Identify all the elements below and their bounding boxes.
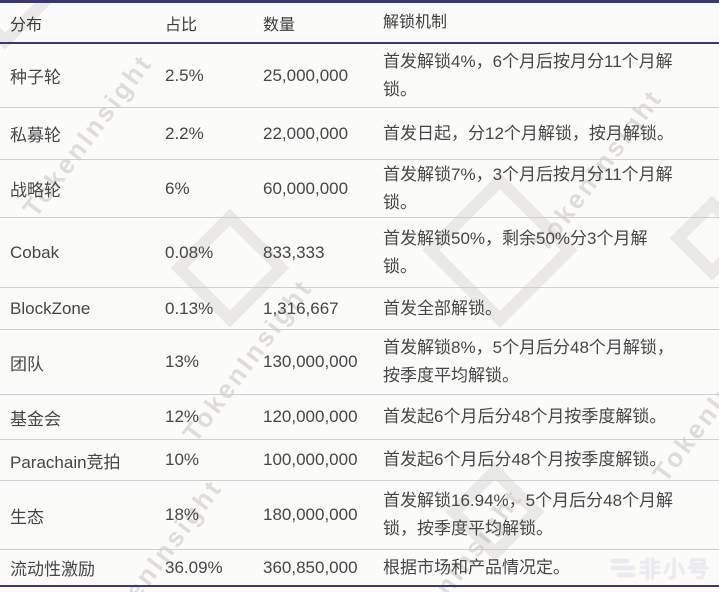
cell-ratio: 0.13%: [165, 298, 214, 318]
table-row: BlockZone 0.13% 1,316,667 首发全部解锁。: [0, 288, 719, 330]
cell-mechanism: 首发起6个月后分48个月按季度解锁。: [383, 407, 667, 426]
cell-amount: 1,316,667: [263, 298, 339, 318]
cell-distribution: BlockZone: [10, 298, 91, 318]
table-row: 生态 18% 180,000,000 首发解锁16.94%，5个月后分48个月解…: [0, 481, 719, 550]
cell-distribution: 种子轮: [10, 68, 61, 87]
table-header-row: 分布 占比 数量 解锁机制: [0, 3, 719, 44]
cell-ratio: 0.08%: [165, 242, 214, 262]
cell-mechanism: 首发解锁4%，6个月后按月分11个月解 锁。: [383, 51, 673, 99]
table-row: 团队 13% 130,000,000 首发解锁8%，5个月后分48个月解锁， 按…: [0, 330, 719, 395]
feixiaohao-logo-icon: [610, 559, 635, 577]
cell-ratio: 36.09%: [165, 557, 223, 577]
cell-distribution: 团队: [10, 354, 44, 374]
cell-amount: 60,000,000: [263, 178, 349, 198]
column-header-ratio: 占比: [165, 16, 198, 34]
cell-mechanism: 首发解锁16.94%，5个月后分48个月解 锁，按季度平均解锁。: [383, 491, 674, 538]
table-row: 种子轮 2.5% 25,000,000 首发解锁4%，6个月后按月分11个月解 …: [0, 44, 719, 108]
table-row: 流动性激励 36.09% 360,850,000 根据市场和产品情况定。: [0, 550, 719, 587]
cell-distribution: 战略轮: [10, 181, 61, 200]
cell-mechanism: 首发起6个月后分48个月按季度解锁。: [383, 450, 667, 469]
feixiaohao-logo-text: 非小号: [638, 557, 711, 582]
cell-mechanism: 首发全部解锁。: [383, 298, 502, 318]
cell-amount: 130,000,000: [263, 352, 358, 371]
cell-distribution: 流动性激励: [10, 560, 95, 579]
cell-distribution: 基金会: [10, 409, 61, 429]
cell-distribution: Cobak: [10, 242, 60, 262]
cell-mechanism: 首发解锁8%，5个月后分48个月解锁， 按季度平均解锁。: [383, 338, 674, 385]
cell-amount: 180,000,000: [263, 505, 358, 524]
table-row: 战略轮 6% 60,000,000 首发解锁7%，3个月后按月分11个月解 锁。: [0, 160, 719, 218]
cell-ratio: 10%: [165, 450, 200, 469]
table-row: Cobak 0.08% 833,333 首发解锁50%，剩余50%分3个月解 锁…: [0, 218, 719, 288]
cell-mechanism: 首发日起，分12个月解锁，按月解锁。: [383, 123, 674, 143]
cell-amount: 100,000,000: [263, 450, 358, 469]
cell-ratio: 18%: [165, 505, 200, 524]
column-header-distribution: 分布: [10, 16, 43, 34]
column-header-mechanism: 解锁机制: [383, 13, 448, 31]
cell-amount: 120,000,000: [263, 407, 358, 426]
table-row: 基金会 12% 120,000,000 首发起6个月后分48个月按季度解锁。: [0, 395, 719, 440]
cell-distribution: 私募轮: [10, 126, 61, 145]
cell-distribution: 生态: [10, 507, 44, 527]
cell-distribution: Parachain竞拍: [10, 452, 121, 472]
cell-ratio: 12%: [165, 407, 200, 426]
cell-amount: 833,333: [263, 242, 325, 262]
table-body: 种子轮 2.5% 25,000,000 首发解锁4%，6个月后按月分11个月解 …: [0, 44, 719, 587]
cell-mechanism: 首发解锁50%，剩余50%分3个月解 锁。: [383, 228, 648, 276]
cell-mechanism: 首发解锁7%，3个月后按月分11个月解 锁。: [383, 164, 673, 212]
cell-mechanism: 根据市场和产品情况定。: [383, 557, 570, 577]
table-row: Parachain竞拍 10% 100,000,000 首发起6个月后分48个月…: [0, 440, 719, 481]
cell-amount: 22,000,000: [263, 123, 349, 143]
cell-ratio: 6%: [165, 178, 190, 198]
table-row: 私募轮 2.2% 22,000,000 首发日起，分12个月解锁，按月解锁。: [0, 108, 719, 160]
column-header-amount: 数量: [263, 16, 296, 34]
cell-amount: 360,850,000: [263, 557, 358, 577]
cell-amount: 25,000,000: [263, 65, 349, 85]
cell-ratio: 2.2%: [165, 123, 204, 143]
cell-ratio: 2.5%: [165, 65, 204, 85]
feixiaohao-logo: 非小号: [610, 552, 711, 584]
cell-ratio: 13%: [165, 352, 200, 371]
